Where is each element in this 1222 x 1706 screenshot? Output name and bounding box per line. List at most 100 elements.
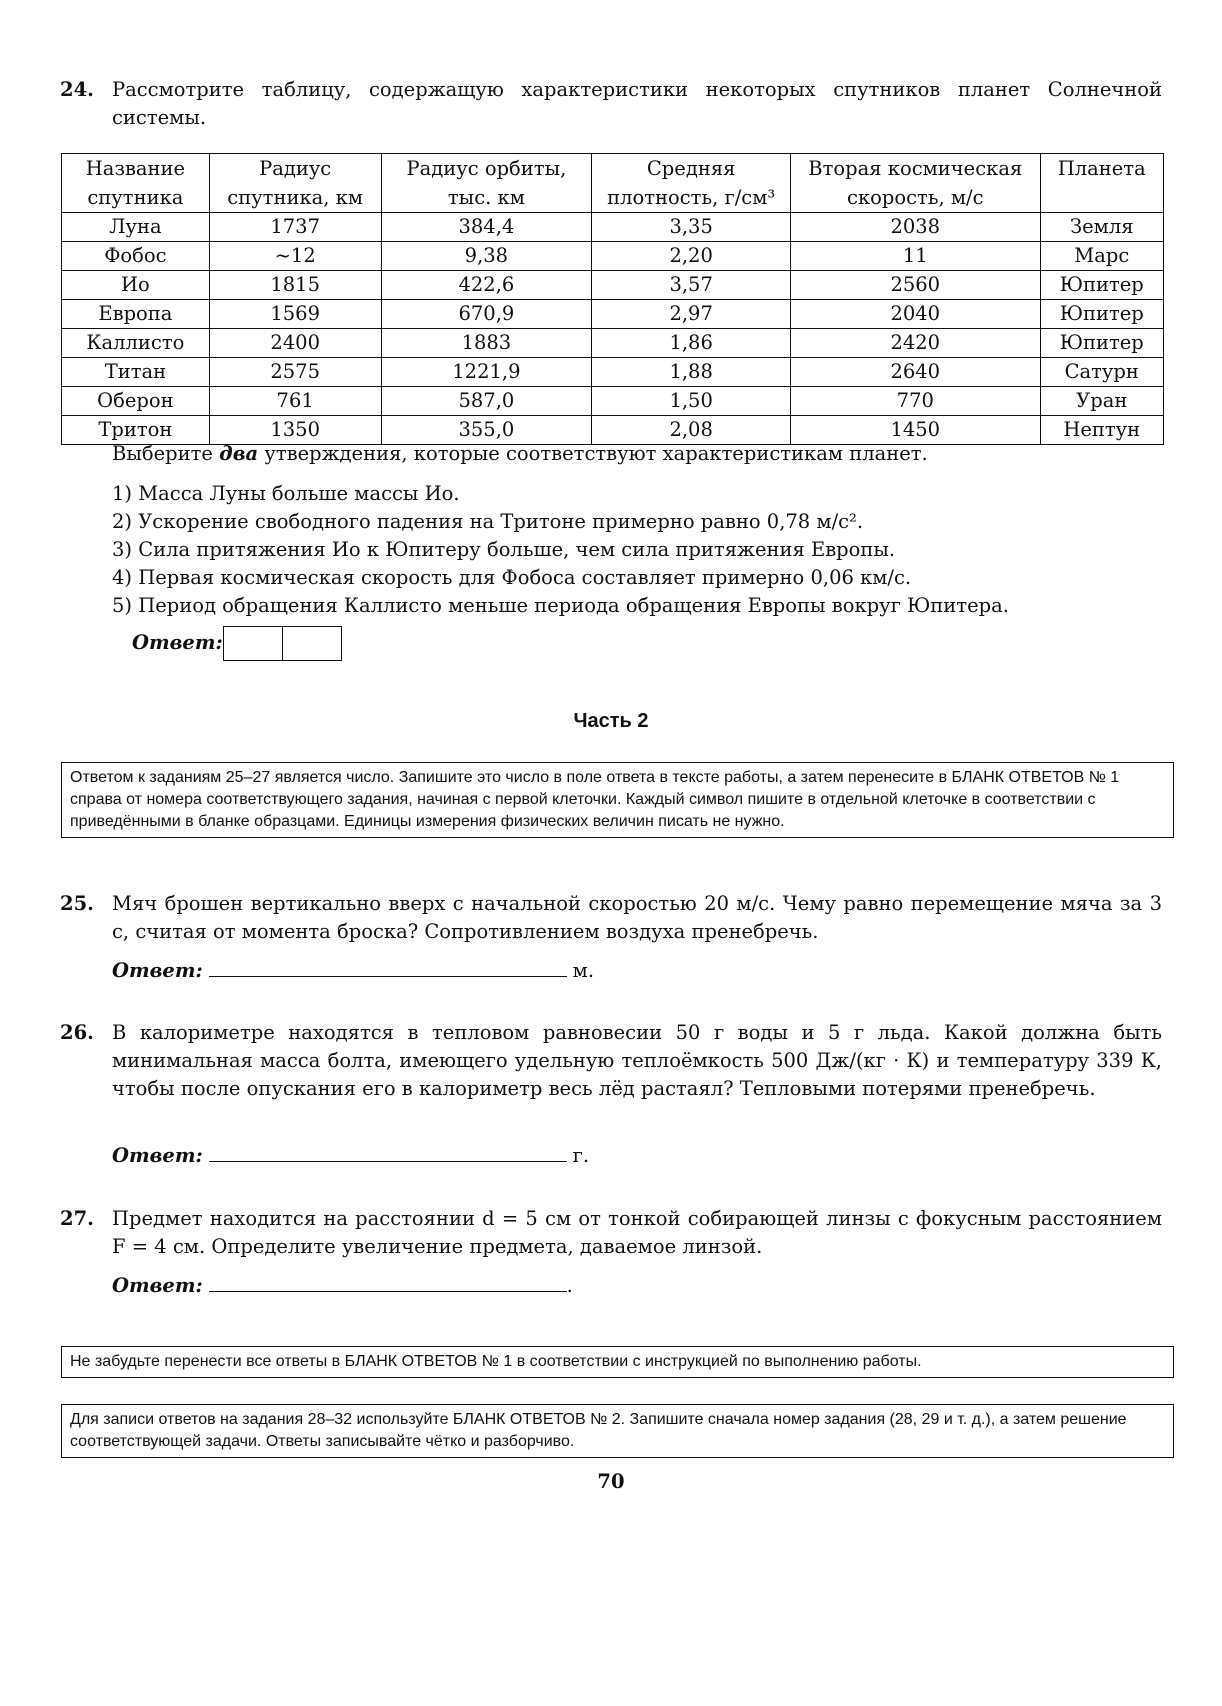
column-header: Вторая космическая скорость, м/с (790, 153, 1041, 213)
unit: м. (572, 959, 595, 982)
table-row: Титан 2575 1221,9 1,88 2640 Сатурн (61, 357, 1164, 387)
answer-field[interactable] (208, 1143, 567, 1162)
answer-cell[interactable] (282, 626, 342, 661)
table-cell: 2640 (790, 357, 1041, 387)
satellites-table: Название спутника Радиус спутника, км Ради… (61, 153, 1164, 445)
table-cell: Марс (1039, 241, 1164, 271)
table-row: Европа 1569 670,9 2,97 2040 Юпитер (61, 299, 1164, 329)
table-cell: 1,88 (591, 357, 792, 387)
answer-label: Ответ: (112, 1144, 203, 1167)
table-cell: Европа (61, 299, 210, 329)
question-text: Предмет находится на расстоянии d = 5 см… (112, 1207, 1162, 1258)
table-row: Оберон 761 587,0 1,50 770 Уран (61, 386, 1164, 416)
answer-label: Ответ: (132, 631, 223, 654)
table-cell: 1569 (208, 299, 382, 329)
prompt-emphasis: два (219, 442, 259, 465)
answer-field[interactable] (208, 1273, 567, 1292)
table-cell: 2575 (208, 357, 382, 387)
table-cell: Юпитер (1039, 270, 1164, 300)
table-cell: 3,57 (591, 270, 792, 300)
option: 5) Период обращения Каллисто меньше пери… (112, 594, 1009, 617)
option: 3) Сила притяжения Ио к Юпитеру больше, … (112, 538, 896, 561)
table-cell: Уран (1039, 386, 1164, 416)
options-list: 1) Масса Луны больше массы Ио. 2) Ускоре… (112, 480, 1009, 620)
column-header: Радиус орбиты, тыс. км (380, 153, 593, 213)
table-cell: 2,08 (591, 415, 792, 445)
answer-label: Ответ: (112, 1274, 203, 1297)
table-cell: Ио (61, 270, 210, 300)
table-cell: 11 (790, 241, 1041, 271)
table-cell: Луна (61, 212, 210, 242)
table-cell: 2420 (790, 328, 1041, 358)
column-header: Радиус спутника, км (208, 153, 382, 213)
question-text: В калориметре находятся в тепловом равно… (112, 1021, 1162, 1100)
table-cell: 2040 (790, 299, 1041, 329)
table-cell: Сатурн (1039, 357, 1164, 387)
question-number: 26. (60, 1021, 94, 1044)
answer-row: Ответ: м. (112, 958, 594, 982)
table-cell: Тритон (61, 415, 210, 445)
table-cell: Фобос (61, 241, 210, 271)
table-cell: 1450 (790, 415, 1041, 445)
answer-cell[interactable] (222, 626, 283, 661)
question-number: 27. (60, 1207, 94, 1230)
table-cell: 1737 (208, 212, 382, 242)
table-cell: 2400 (208, 328, 382, 358)
table-cell: 1221,9 (380, 357, 593, 387)
instructions-box: Ответом к заданиям 25–27 является число.… (61, 762, 1174, 838)
option: 2) Ускорение свободного падения на Трито… (112, 510, 864, 533)
table-cell: Юпитер (1039, 328, 1164, 358)
question-prompt: Выберите два утверждения, которые соотве… (112, 440, 928, 468)
table-cell: 2560 (790, 270, 1041, 300)
prompt-text: утверждения, которые соответствуют харак… (258, 442, 928, 465)
prompt-text: Выберите (112, 442, 220, 465)
table-cell: 587,0 (380, 386, 593, 416)
table-cell: 1815 (208, 270, 382, 300)
table-cell: 9,38 (380, 241, 593, 271)
answer-row: Ответ: г. (112, 1143, 589, 1167)
transfer-note: Не забудьте перенести все ответы в БЛАНК… (61, 1346, 1174, 1378)
table-cell: ~12 (208, 241, 382, 271)
question-text: Рассмотрите таблицу, содержащую характер… (112, 78, 1162, 129)
table-row: Фобос ~12 9,38 2,20 11 Марс (61, 241, 1164, 271)
answer-label: Ответ: (112, 959, 203, 982)
table-row: Ио 1815 422,6 3,57 2560 Юпитер (61, 270, 1164, 300)
answer-field[interactable] (208, 958, 567, 977)
question-number: 24. (60, 78, 94, 101)
table-cell: 1350 (208, 415, 382, 445)
unit: . (566, 1274, 573, 1297)
table-cell: 770 (790, 386, 1041, 416)
unit: г. (572, 1144, 590, 1167)
table-cell: Оберон (61, 386, 210, 416)
table-cell: 3,35 (591, 212, 792, 242)
table-cell: Титан (61, 357, 210, 387)
answer-row: Ответ:. (112, 1273, 573, 1297)
table-cell: Каллисто (61, 328, 210, 358)
table-cell: 2,97 (591, 299, 792, 329)
table-cell: 1,50 (591, 386, 792, 416)
table-cell: Нептун (1039, 415, 1164, 445)
table-cell: 2,20 (591, 241, 792, 271)
table-cell: 1,86 (591, 328, 792, 358)
table-cell: 670,9 (380, 299, 593, 329)
question-text: Мяч брошен вертикально вверх с начальной… (112, 892, 1162, 943)
table-cell: 422,6 (380, 270, 593, 300)
option: 4) Первая космическая скорость для Фобос… (112, 566, 912, 589)
table-row: Луна 1737 384,4 3,35 2038 Земля (61, 212, 1164, 242)
column-header: Средняя плотность, г/см³ (591, 153, 792, 213)
table-cell: 761 (208, 386, 382, 416)
option: 1) Масса Луны больше массы Ио. (112, 482, 460, 505)
column-header: Планета (1039, 153, 1164, 213)
column-header: Название спутника (61, 153, 210, 213)
table-row: Тритон 1350 355,0 2,08 1450 Нептун (61, 415, 1164, 445)
table-cell: 1883 (380, 328, 593, 358)
table-cell: 2038 (790, 212, 1041, 242)
table-cell: 384,4 (380, 212, 593, 242)
table-cell: Земля (1039, 212, 1164, 242)
answer-row: Ответ: (132, 626, 342, 661)
table-cell: Юпитер (1039, 299, 1164, 329)
page-number: 70 (597, 1470, 625, 1493)
form2-note: Для записи ответов на задания 28–32 испо… (61, 1404, 1174, 1458)
part-title: Часть 2 (573, 710, 649, 732)
